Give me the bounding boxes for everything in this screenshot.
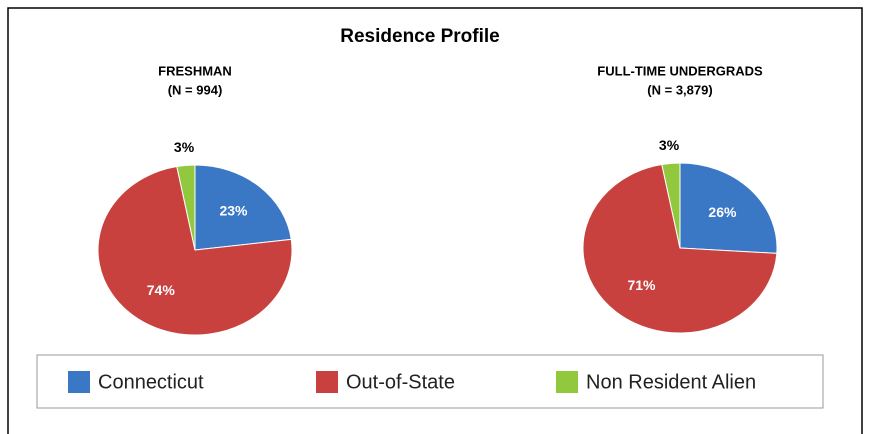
- pie-slice: [679, 162, 778, 254]
- pie-title: FRESHMAN: [158, 63, 232, 78]
- pie-slice: [582, 163, 778, 334]
- data-label: 71%: [627, 277, 656, 293]
- legend-swatch: [68, 371, 90, 393]
- pie-slice: [97, 165, 293, 336]
- pie-slice: [661, 162, 681, 249]
- legend: [36, 354, 824, 409]
- pie-subtitle: (N = 994): [168, 82, 223, 97]
- legend-swatch: [316, 371, 338, 393]
- legend-label: Non Resident Alien: [586, 371, 756, 393]
- data-label: 3%: [659, 137, 680, 153]
- pie-slice: [176, 164, 196, 251]
- pie-slice: [194, 164, 292, 251]
- legend-label: Out-of-State: [346, 371, 455, 393]
- legend-swatch: [556, 371, 578, 393]
- chart-title: Residence Profile: [340, 26, 499, 47]
- data-label: 26%: [708, 204, 737, 220]
- data-label: 74%: [147, 282, 176, 298]
- pie-subtitle: (N = 3,879): [647, 82, 712, 97]
- legend-label: Connecticut: [98, 371, 204, 393]
- pie-title: FULL-TIME UNDERGRADS: [597, 63, 763, 78]
- data-label: 3%: [174, 139, 195, 155]
- data-label: 23%: [219, 202, 248, 218]
